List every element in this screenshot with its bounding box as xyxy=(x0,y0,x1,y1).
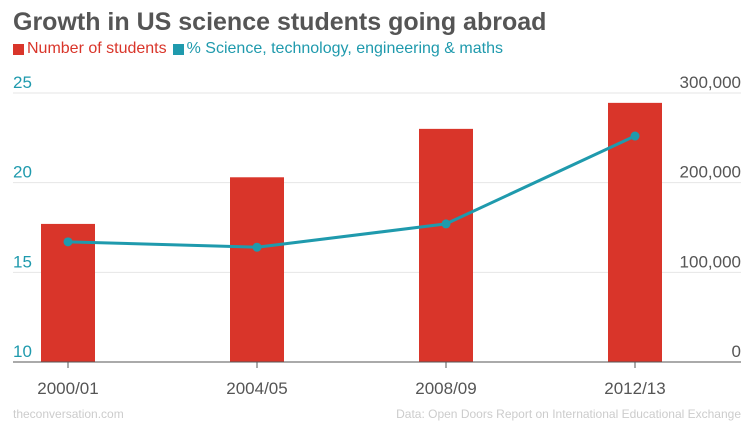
footer-source: Data: Open Doors Report on International… xyxy=(396,407,741,421)
footer-site: theconversation.com xyxy=(13,407,124,421)
line-point xyxy=(630,131,640,141)
x-axis-tick-label: 2008/09 xyxy=(415,379,476,398)
legend-label-students: Number of students xyxy=(27,40,167,57)
right-axis-tick-label: 0 xyxy=(732,342,741,361)
left-axis-tick-label: 25 xyxy=(13,73,32,92)
right-axis-tick-label: 100,000 xyxy=(680,252,741,271)
legend-swatch-students xyxy=(13,43,24,55)
line-point xyxy=(252,242,262,252)
legend-label-stem: % Science, technology, engineering & mat… xyxy=(186,40,503,57)
bar xyxy=(608,102,662,362)
left-axis-tick-label: 20 xyxy=(13,163,32,182)
right-axis-tick-label: 200,000 xyxy=(680,163,741,182)
legend-swatch-stem xyxy=(172,43,184,55)
chart-legend: Number of students % Science, technology… xyxy=(13,40,509,58)
legend-item-stem: % Science, technology, engineering & mat… xyxy=(172,40,503,58)
left-axis-tick-label: 10 xyxy=(13,342,32,361)
x-axis-tick-label: 2012/13 xyxy=(604,379,665,398)
left-axis-tick-label: 15 xyxy=(13,252,32,271)
bar xyxy=(230,177,284,362)
bar xyxy=(419,128,473,362)
bar xyxy=(41,223,95,362)
x-axis-tick-label: 2000/01 xyxy=(37,379,98,398)
right-axis-tick-label: 300,000 xyxy=(680,73,741,92)
x-axis-tick-label: 2004/05 xyxy=(226,379,287,398)
chart-title: Growth in US science students going abro… xyxy=(13,8,547,36)
line-point xyxy=(441,219,451,229)
legend-item-students: Number of students xyxy=(13,40,167,58)
line-series-stem xyxy=(67,134,636,249)
line-point xyxy=(63,237,73,247)
